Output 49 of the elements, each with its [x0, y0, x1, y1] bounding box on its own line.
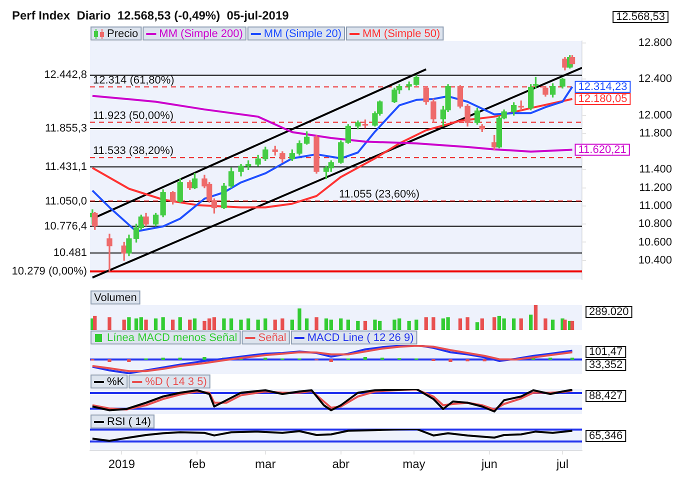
ref-line-label: 10.481 [53, 247, 87, 260]
ref-line-label: 11.055 (23,60%) [339, 188, 420, 201]
ref-line-label: 12.442,8 [44, 69, 87, 82]
ref-line-label: 10.279 (0,00%) [12, 265, 87, 278]
ref-line-label: 11.533 (38,20%) [93, 145, 174, 158]
y-tick-label: 11.400 [639, 164, 672, 176]
legend-label: MM (Simple 20) [264, 28, 342, 40]
y-tick-label: 10.600 [638, 236, 672, 248]
chart-title: Perf Index Diario 12.568,53 (-0,49%) 05-jul-2019 [12, 8, 290, 22]
x-tick-label: mar [255, 457, 276, 472]
legend-label: MM (Simple 200) [159, 28, 243, 40]
legend-label: %K [107, 376, 125, 388]
y-tick-label: 10.800 [638, 218, 672, 230]
ref-line-label: 12.314 (61,80%) [93, 74, 174, 86]
legend-label: Señal [258, 332, 286, 344]
y-tick-label: 12.000 [638, 109, 672, 122]
legend-label: RSI ( 14) [107, 416, 152, 428]
x-tick-label: jun [480, 457, 498, 472]
y-tick-label: 12.800 [638, 36, 672, 49]
x-tick-label: abr [332, 457, 350, 472]
ref-line-label: 11.923 (50,00%) [93, 110, 174, 122]
text: 33,352 [589, 359, 623, 372]
ref-line-label: 10.776,4 [44, 220, 87, 232]
annotation: 11.620,21 [578, 144, 626, 156]
legend-label: MACD Line ( 12 26 9) [307, 332, 414, 344]
y-tick-label: 12.400 [638, 73, 672, 86]
y-tick-label: 11.800 [639, 127, 672, 140]
legend-label: MM (Simple 50) [362, 28, 440, 40]
x-tick-label: 2019 [108, 457, 136, 472]
legend-label: Precio [107, 28, 138, 40]
text: 12.568,53 [616, 11, 665, 24]
x-tick-label: may [402, 457, 426, 472]
y-tick-label: 11.200 [639, 182, 672, 194]
series-label: Volumen [94, 292, 137, 304]
y-tick-label: 10.400 [638, 254, 672, 266]
ref-line-label: 11.855,3 [44, 122, 87, 134]
ref-line-label: 11.050,0 [44, 195, 87, 208]
legend-label: Línea MACD menos Señal [107, 332, 238, 344]
text: 88,427 [589, 390, 623, 402]
text: 289.020 [589, 306, 629, 318]
text: 101,47 [589, 346, 623, 358]
annotation: 12.180,05 [578, 93, 628, 106]
annotation: 12.314,23 [578, 80, 628, 93]
ref-line-label: 11.431,1 [44, 160, 87, 173]
x-tick-label: feb [188, 457, 206, 472]
y-tick-label: 11.000 [639, 200, 672, 212]
text: 65,346 [589, 430, 623, 442]
x-tick-label: jul [556, 457, 569, 472]
legend-label: %D ( 14 3 5) [145, 376, 207, 388]
